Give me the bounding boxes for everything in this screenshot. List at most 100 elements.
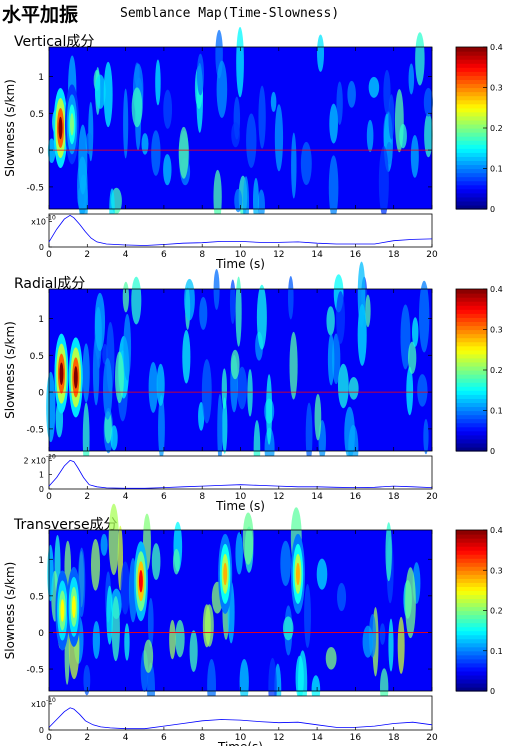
heatmap-streak-radial <box>235 276 242 347</box>
y-tick-label-vertical: 0.5 <box>30 110 44 120</box>
colorbar-segment-vertical <box>456 95 487 101</box>
panel-title-vertical: Vertical成分 <box>14 34 95 50</box>
colorbar-segment-transverse <box>456 558 487 563</box>
semblance-peak-transverse-1 <box>71 595 76 619</box>
heatmap-streak-transverse <box>151 543 161 581</box>
colorbar-segment-radial <box>456 446 487 452</box>
colorbar-segment-radial <box>456 386 487 391</box>
colorbar-tick-label-vertical: 0.3 <box>490 84 503 93</box>
y-axis-label-radial: Slowness (s/km) <box>3 321 17 419</box>
heatmap-streak-transverse <box>189 630 198 672</box>
heatmap-streak-transverse <box>242 512 254 565</box>
colorbar-segment-transverse <box>456 654 487 660</box>
colorbar-segment-vertical <box>456 128 487 133</box>
heatmap-streak-transverse <box>325 646 337 670</box>
colorbar-segment-vertical <box>456 71 487 76</box>
heatmap-streak-transverse <box>83 664 91 696</box>
semblance-peak-transverse-2 <box>138 570 143 593</box>
colorbar-segment-vertical <box>456 192 487 198</box>
heatmap-streak-vertical <box>246 113 257 168</box>
heatmap-streak-vertical <box>151 130 161 176</box>
heatmap-streak-transverse <box>143 639 154 673</box>
heatmap-streak-vertical <box>78 124 88 195</box>
heatmap-streak-vertical <box>347 80 356 108</box>
heatmap-streak-transverse <box>175 619 185 658</box>
heatmap-streak-vertical <box>141 133 149 155</box>
heatmap-streak-transverse <box>124 623 130 661</box>
x-tick-label-vertical: 6 <box>161 250 167 260</box>
trace-line-vertical <box>48 214 433 246</box>
x-tick-label-transverse: 8 <box>199 733 205 743</box>
colorbar-segment-radial <box>456 341 487 347</box>
heatmap-streak-transverse <box>100 533 108 556</box>
colorbar-segment-radial <box>456 301 487 306</box>
trace-scale-exponent-vertical: -10 <box>46 215 56 222</box>
heatmap-streak-vertical <box>163 89 173 129</box>
colorbar-segment-transverse <box>456 534 487 539</box>
heatmap-streak-radial <box>102 357 113 420</box>
x-tick-label-transverse: 4 <box>123 733 129 743</box>
heatmap-streak-transverse <box>239 659 249 705</box>
heatmap-streak-vertical <box>123 88 129 159</box>
colorbar-segment-vertical <box>456 79 487 85</box>
heatmap-streak-vertical <box>85 132 93 155</box>
colorbar-segment-radial <box>456 422 487 428</box>
heatmap-streak-transverse <box>106 585 113 645</box>
colorbar-segment-radial <box>456 309 487 314</box>
colorbar-tick-label-radial: 0.3 <box>490 326 503 335</box>
colorbar-segment-transverse <box>456 674 487 680</box>
colorbar-segment-radial <box>456 426 487 432</box>
heatmap-streak-radial <box>365 294 371 328</box>
colorbar-segment-transverse <box>456 662 487 668</box>
x-tick-label-vertical: 12 <box>273 250 284 260</box>
colorbar-segment-radial <box>456 394 487 399</box>
colorbar-segment-vertical <box>456 103 487 109</box>
x-tick-label-radial: 6 <box>161 492 167 502</box>
trace-y-tick-label-vertical: 0 <box>39 243 44 252</box>
colorbar-tick-label-transverse: 0.2 <box>490 607 503 616</box>
colorbar-segment-radial <box>456 305 487 310</box>
heatmap-streak-vertical <box>368 76 380 98</box>
trace-scale-label-transverse: x10 <box>31 700 46 709</box>
heatmap-streak-vertical <box>236 27 244 98</box>
colorbar-segment-radial <box>456 317 487 322</box>
colorbar-segment-transverse <box>456 566 487 571</box>
colorbar-segment-radial <box>456 374 487 379</box>
subtitle: Semblance Map(Time-Slowness) <box>120 6 340 21</box>
colorbar-segment-vertical <box>456 119 487 125</box>
heatmap-streak-radial <box>411 317 419 347</box>
heatmap-streak-radial <box>287 276 294 320</box>
heatmap-streak-transverse <box>92 620 100 659</box>
heatmap-streak-radial <box>423 418 429 455</box>
heatmap-streak-radial <box>247 368 253 417</box>
colorbar-segment-transverse <box>456 554 487 559</box>
colorbar-segment-transverse <box>456 610 487 616</box>
heatmap-streak-radial <box>94 292 106 352</box>
heatmap-streak-radial <box>230 349 240 380</box>
trace-y-tick-label-transverse: 0 <box>39 726 44 735</box>
colorbar-segment-radial <box>456 382 487 387</box>
heatmap-streak-vertical <box>274 104 284 172</box>
colorbar-segment-vertical <box>456 99 487 105</box>
heatmap-streak-radial <box>82 343 90 403</box>
heatmap-streak-vertical <box>399 123 407 149</box>
colorbar-segment-radial <box>456 430 487 436</box>
colorbar-segment-radial <box>456 402 487 408</box>
colorbar-segment-transverse <box>456 582 487 587</box>
colorbar-segment-transverse <box>456 638 487 644</box>
colorbar-tick-label-vertical: 0 <box>490 205 495 214</box>
heatmap-streak-transverse <box>362 625 374 658</box>
heatmap-streak-radial <box>417 374 428 407</box>
x-tick-label-vertical: 10 <box>235 250 247 260</box>
x-tick-label-radial: 10 <box>235 492 247 502</box>
colorbar-segment-transverse <box>456 634 487 640</box>
trace-frame-radial <box>48 455 433 490</box>
heatmap-streak-radial <box>201 359 212 424</box>
colorbar-segment-vertical <box>456 152 487 157</box>
y-tick-label-vertical: 1 <box>38 73 44 83</box>
heatmap-streak-radial <box>46 371 56 443</box>
heatmap-streak-radial <box>213 269 220 310</box>
heatmap-streak-vertical <box>213 169 222 224</box>
x-tick-label-radial: 18 <box>388 492 400 502</box>
